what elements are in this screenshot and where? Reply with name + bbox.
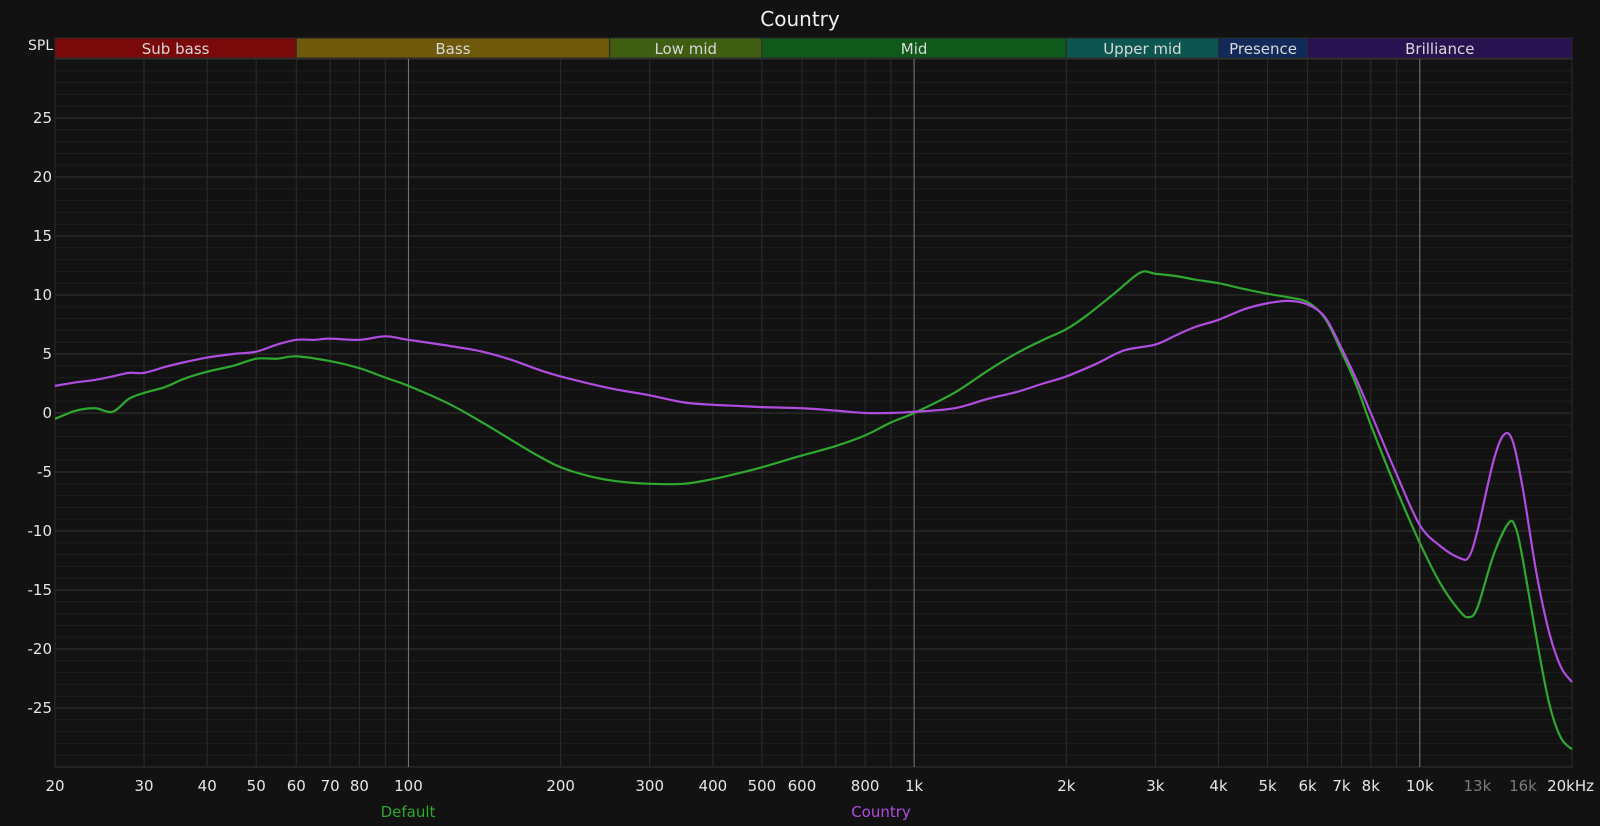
y-tick-label: 5 (42, 345, 52, 363)
x-tick-labels: 20 30 40 50 60 70 80 100 200 300 400 500 600 800 1k 2k 3… (45, 777, 1594, 795)
series-line-default (54, 270, 1573, 751)
x-tick-label: 7k (1332, 777, 1351, 795)
x-tick-label: 8k (1362, 777, 1381, 795)
y-tick-label: -20 (28, 640, 53, 658)
y-tick-label: 25 (33, 109, 52, 127)
y-axis-label: SPL (28, 38, 53, 54)
y-tick-label: -10 (28, 522, 53, 540)
x-tick-label: 5k (1258, 777, 1277, 795)
x-tick-label: 16k (1509, 777, 1537, 795)
legend-entry: Default (381, 803, 436, 821)
y-tick-label: -5 (37, 463, 52, 481)
x-tick-label: 40 (198, 777, 217, 795)
x-tick-label: 6k (1298, 777, 1317, 795)
chart-title: Country (760, 7, 840, 31)
x-tick-label: 2k (1057, 777, 1076, 795)
x-tick-label: 800 (851, 777, 880, 795)
x-tick-label: 500 (748, 777, 777, 795)
band-label: Bass (435, 40, 470, 58)
y-tick-label: -25 (28, 699, 53, 717)
y-tick-label: -15 (28, 581, 53, 599)
legend: Default Country (381, 803, 911, 821)
y-tick-labels: 25 20 15 10 5 0 -5 -10 -15 -20 -25 (28, 109, 53, 717)
x-tick-label: 200 (546, 777, 575, 795)
x-tick-label: 60 (287, 777, 306, 795)
x-tick-label: 100 (394, 777, 423, 795)
x-tick-label: 20 (45, 777, 64, 795)
legend-entry: Country (851, 803, 911, 821)
x-tick-label: 30 (134, 777, 153, 795)
x-tick-label: 50 (247, 777, 266, 795)
x-tick-label: 70 (321, 777, 340, 795)
series-line-country (54, 299, 1573, 683)
y-tick-label: 0 (42, 404, 52, 422)
band-label: Low mid (654, 40, 717, 58)
y-tick-label: 15 (33, 227, 52, 245)
band-brilliance (1307, 37, 1573, 59)
band-label: Sub bass (142, 40, 210, 58)
x-tick-label: 4k (1209, 777, 1228, 795)
x-tick-label: 10k (1406, 777, 1434, 795)
x-tick-label: 3k (1146, 777, 1165, 795)
band-label: Upper mid (1103, 40, 1182, 58)
band-label: Presence (1229, 40, 1297, 58)
band-label: Brilliance (1405, 40, 1474, 58)
x-tick-label: 1k (905, 777, 924, 795)
x-tick-label: 400 (699, 777, 728, 795)
y-tick-label: 10 (33, 286, 52, 304)
x-tick-label: 600 (788, 777, 817, 795)
frequency-bands: Sub bass Bass Low mid Mid Upper mid Presence B… (54, 37, 1573, 59)
band-label: Mid (901, 40, 928, 58)
y-tick-label: 20 (33, 168, 52, 186)
x-tick-label: 300 (635, 777, 664, 795)
x-tick-label: 13k (1464, 777, 1492, 795)
x-tick-label: 80 (350, 777, 369, 795)
grid (54, 58, 1573, 768)
x-tick-label: 20kHz (1547, 777, 1594, 795)
series-lines (54, 270, 1573, 751)
